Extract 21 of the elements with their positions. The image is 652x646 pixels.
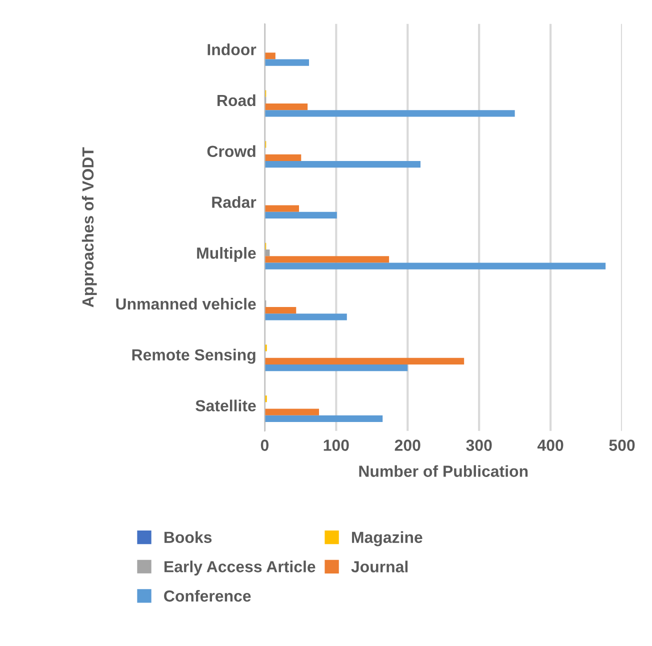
y-tick-label: Indoor (208, 44, 256, 56)
x-tick-label: 100 (324, 440, 349, 451)
x-tick-label: 400 (537, 440, 564, 451)
x-tick-label: 500 (609, 440, 635, 451)
legend-label: Conference (164, 590, 251, 602)
legend-label: Early Access Article (164, 560, 316, 576)
x-tick-label: 200 (394, 440, 420, 451)
y-tick-label: Remote Sensing (132, 348, 256, 364)
y-tick-label: Crowd (207, 145, 256, 158)
y-tick-label: Satellite (196, 400, 256, 412)
legend-label: Journal (351, 560, 408, 572)
y-tick-label: Unmanned vehicle (116, 298, 256, 310)
y-tick-label: Road (218, 94, 256, 106)
x-axis-title: Number of Publication (359, 465, 528, 477)
x-tick-label: 0 (260, 440, 268, 451)
x-tick-label: 300 (466, 440, 492, 451)
y-tick-label: Radar (212, 196, 256, 208)
legend-label: Magazine (352, 531, 422, 546)
y-axis-title: Approaches of VODT (82, 147, 97, 308)
y-tick-label: Multiple (197, 247, 256, 262)
legend-label: Books (164, 531, 212, 543)
